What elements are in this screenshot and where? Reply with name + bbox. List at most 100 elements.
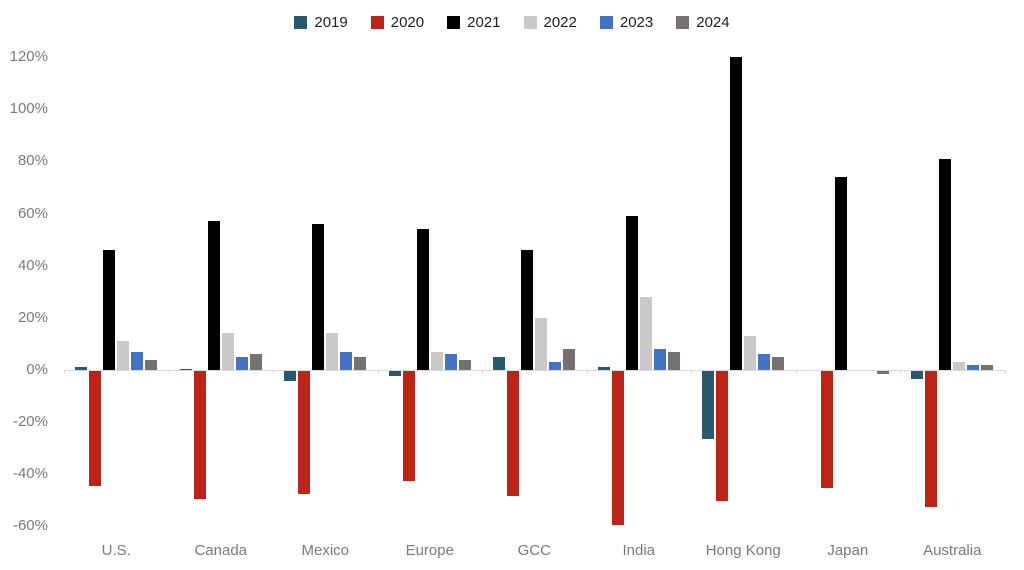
bar-2022-u-s- — [117, 341, 130, 370]
bar-2020-europe — [402, 371, 415, 481]
chart-legend: 2019 2020 2021 2022 2023 2024 — [0, 10, 1024, 34]
bar-2023-europe — [444, 354, 457, 370]
bar-2021-gcc — [521, 250, 534, 370]
y-axis-tick-label: -60% — [12, 517, 48, 535]
bar-2022-europe — [430, 351, 443, 370]
bar-2023-canada — [235, 356, 248, 370]
legend-label: 2021 — [467, 13, 501, 31]
legend-item-2021: 2021 — [447, 13, 501, 31]
x-axis-tick — [168, 370, 170, 374]
legend-item-2020: 2020 — [370, 13, 425, 31]
legend-label: 2022 — [543, 13, 577, 31]
bar-2021-canada — [207, 221, 220, 370]
bar-2022-india — [639, 296, 652, 370]
x-axis-tick — [482, 370, 483, 374]
bar-2024-europe — [458, 359, 471, 370]
bar-2023-australia — [967, 364, 980, 370]
x-axis-category-label: Australia — [923, 542, 982, 559]
legend-swatch-icon — [676, 15, 690, 29]
legend-swatch-icon — [523, 15, 537, 29]
y-axis-tick-label: 80% — [17, 152, 48, 170]
x-axis-tick — [795, 370, 797, 374]
x-axis-category-label: GCC — [517, 542, 551, 559]
bar-2019-europe — [388, 371, 401, 377]
bar-2020-australia — [925, 371, 938, 507]
bar-2020-hong-kong — [716, 371, 729, 502]
legend-item-2022: 2022 — [523, 13, 577, 31]
bar-2021-japan — [834, 177, 847, 370]
y-axis-tick-label: 60% — [17, 204, 48, 222]
legend-label: 2020 — [390, 13, 425, 31]
y-axis-tick-label: 100% — [9, 100, 48, 118]
bar-2023-hong-kong — [758, 354, 771, 370]
legend-swatch-icon — [370, 15, 384, 29]
bar-2020-gcc — [507, 371, 520, 497]
bar-2024-canada — [249, 354, 262, 370]
x-axis-line — [64, 370, 1005, 371]
x-axis-category-label: Hong Kong — [705, 542, 781, 559]
y-axis-tick-label: -20% — [12, 413, 48, 431]
bar-2022-canada — [221, 333, 234, 370]
bar-2021-u-s- — [103, 250, 116, 370]
bar-2024-u-s- — [145, 359, 158, 370]
bar-2024-australia — [981, 364, 994, 370]
legend-item-2019: 2019 — [294, 13, 348, 31]
bar-2022-gcc — [535, 317, 548, 370]
bar-2024-india — [667, 351, 680, 370]
x-axis-tick — [586, 370, 588, 374]
bar-2024-mexico — [354, 356, 367, 370]
x-axis-tick — [64, 370, 65, 374]
bar-2021-india — [625, 216, 638, 370]
y-axis-tick-label: -40% — [12, 465, 48, 483]
x-axis-tick — [273, 370, 274, 374]
x-axis-tick — [377, 370, 379, 374]
x-axis-category-label: Mexico — [301, 542, 349, 559]
bar-2023-u-s- — [131, 351, 144, 370]
bar-2019-hong-kong — [702, 371, 715, 439]
bar-2022-mexico — [326, 333, 339, 370]
y-axis-tick-label: 20% — [17, 308, 48, 326]
bar-2021-mexico — [312, 223, 325, 370]
x-axis-category-label: Europe — [405, 542, 454, 559]
legend-item-2023: 2023 — [599, 13, 654, 31]
y-axis-tick-label: 120% — [9, 48, 48, 66]
bar-2024-hong-kong — [772, 356, 785, 370]
bar-2020-japan — [820, 371, 833, 489]
bar-2019-india — [597, 367, 610, 370]
x-axis-tick — [1004, 370, 1006, 374]
bar-2020-canada — [193, 371, 206, 499]
bar-2021-australia — [939, 158, 952, 370]
x-axis-category-label: U.S. — [101, 542, 131, 559]
x-axis-tick — [691, 370, 692, 374]
bar-2022-australia — [953, 362, 966, 370]
bar-2020-india — [611, 371, 624, 525]
bar-2023-india — [653, 349, 666, 370]
x-axis-category-label: Japan — [827, 542, 869, 559]
legend-label: 2023 — [619, 13, 654, 31]
bar-2021-europe — [416, 229, 429, 370]
y-axis-tick-label: 40% — [17, 256, 48, 274]
bar-2020-mexico — [298, 371, 311, 494]
bar-2019-australia — [911, 371, 924, 379]
legend-label: 2019 — [314, 13, 348, 31]
y-axis-tick-label: 0% — [26, 361, 48, 378]
legend-label: 2024 — [696, 13, 730, 31]
bar-2020-u-s- — [89, 371, 102, 486]
bar-2024-gcc — [563, 349, 576, 370]
bar-2022-hong-kong — [744, 336, 757, 370]
bar-2019-mexico — [284, 371, 297, 382]
legend-swatch-icon — [447, 15, 461, 29]
x-axis-category-label: India — [622, 542, 656, 559]
legend-swatch-icon — [599, 15, 613, 29]
bar-2023-mexico — [340, 351, 353, 370]
bar-2019-canada — [179, 368, 192, 370]
bar-2019-u-s- — [75, 367, 88, 370]
bar-2021-hong-kong — [730, 57, 743, 370]
bar-2023-gcc — [549, 362, 562, 370]
legend-swatch-icon — [294, 15, 308, 29]
x-axis-category-label: Canada — [194, 542, 248, 559]
legend-item-2024: 2024 — [676, 13, 730, 31]
bar-2019-gcc — [493, 356, 506, 370]
